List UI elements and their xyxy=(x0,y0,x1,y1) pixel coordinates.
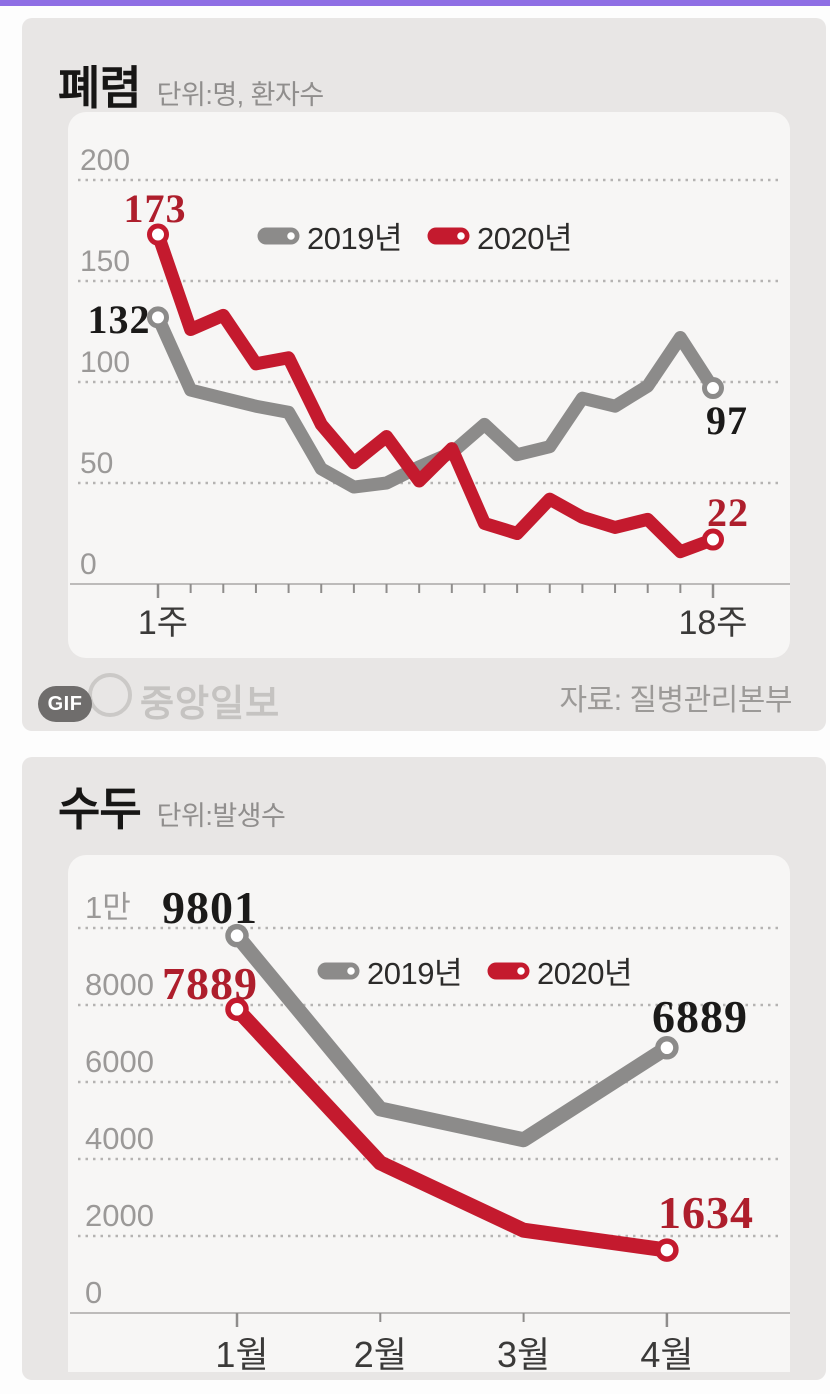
line-swatch-2020-icon xyxy=(487,962,530,979)
legend-item-2020: 2020년 xyxy=(426,213,572,258)
svg-text:18주: 18주 xyxy=(678,604,747,642)
svg-text:4월: 4월 xyxy=(640,1334,693,1375)
gif-badge: GIF xyxy=(38,686,92,722)
data-source-text: 자료: 질병관리본부 xyxy=(559,684,793,717)
svg-text:1634: 1634 xyxy=(658,1187,754,1238)
joongang-logo-icon xyxy=(88,673,132,717)
chart-title-chickenpox: 수두 xyxy=(58,783,142,835)
svg-text:150: 150 xyxy=(80,245,130,278)
pneumonia-title-row: 폐렴 단위:명, 환자수 xyxy=(58,52,324,118)
chickenpox-legend: 2019년 2020년 xyxy=(316,948,632,993)
svg-text:100: 100 xyxy=(80,346,130,379)
line-swatch-2020-icon xyxy=(427,227,470,244)
chart-title-pneumonia: 폐렴 xyxy=(58,62,142,114)
legend-label-2020: 2020년 xyxy=(536,956,632,991)
svg-text:8000: 8000 xyxy=(85,967,154,1002)
line-swatch-2019-icon xyxy=(317,962,360,979)
legend-item-2020: 2020년 xyxy=(486,948,632,993)
svg-text:200: 200 xyxy=(80,144,130,177)
chickenpox-plot-area: 0 2000 4000 6000 8000 1만 1월 2월 3월 4월 9801 6889 7889 1… xyxy=(68,855,790,1375)
svg-text:6889: 6889 xyxy=(652,991,748,1042)
svg-text:1주: 1주 xyxy=(138,604,188,642)
svg-text:2000: 2000 xyxy=(85,1198,154,1233)
svg-text:4000: 4000 xyxy=(85,1121,154,1156)
line-swatch-2019-icon xyxy=(257,227,300,244)
svg-text:132: 132 xyxy=(88,297,151,342)
pneumonia-plot-area: 0 50 100 150 200 1주 18주 132 97 173 22 xyxy=(68,112,790,658)
legend-label-2019: 2019년 xyxy=(307,221,402,256)
svg-text:0: 0 xyxy=(80,548,97,581)
legend-label-2019: 2019년 xyxy=(367,956,462,991)
pneumonia-chart-svg: 0 50 100 150 200 1주 18주 132 97 173 22 xyxy=(70,144,790,642)
svg-text:6000: 6000 xyxy=(85,1044,154,1079)
pneumonia-legend: 2019년 2020년 xyxy=(256,213,572,258)
chickenpox-chart-svg: 0 2000 4000 6000 8000 1만 1월 2월 3월 4월 9801 6889 7889 1… xyxy=(70,882,790,1375)
chart-subtitle-chickenpox: 단위:발생수 xyxy=(156,801,286,831)
svg-text:1월: 1월 xyxy=(215,1334,268,1375)
svg-text:0: 0 xyxy=(85,1275,102,1310)
svg-text:22: 22 xyxy=(707,490,749,535)
purple-top-bar xyxy=(0,0,830,6)
svg-text:9801: 9801 xyxy=(162,882,258,933)
svg-text:97: 97 xyxy=(706,398,748,443)
svg-text:7889: 7889 xyxy=(162,958,258,1009)
joongang-brand-text: 중앙일보 xyxy=(140,683,281,724)
svg-text:50: 50 xyxy=(80,447,113,480)
legend-label-2020: 2020년 xyxy=(476,221,572,256)
svg-text:1만: 1만 xyxy=(85,890,131,925)
svg-text:173: 173 xyxy=(124,186,187,231)
chart-subtitle-pneumonia: 단위:명, 환자수 xyxy=(156,80,325,110)
legend-item-2019: 2019년 xyxy=(316,948,462,993)
legend-item-2019: 2019년 xyxy=(256,213,402,258)
svg-text:2월: 2월 xyxy=(354,1334,407,1375)
chickenpox-title-row: 수두 단위:발생수 xyxy=(58,773,286,839)
svg-text:3월: 3월 xyxy=(497,1334,550,1375)
